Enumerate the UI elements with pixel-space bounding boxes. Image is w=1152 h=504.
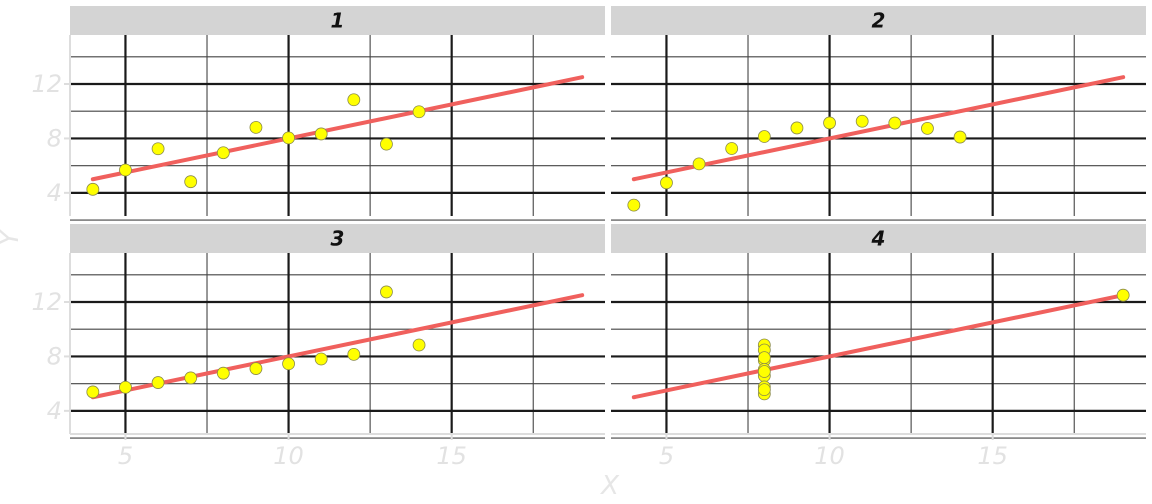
data-point — [184, 175, 198, 189]
panel-background — [611, 35, 1146, 216]
data-point — [216, 146, 230, 160]
panel-3: 3 4 8 12 5 10 15 — [31, 224, 605, 470]
panel-background — [70, 253, 605, 434]
regression-line — [631, 75, 1126, 182]
data-point — [216, 366, 230, 380]
x-tick-label: 10 — [273, 442, 304, 470]
data-point — [1116, 288, 1130, 302]
strip-label: 1 — [331, 9, 345, 33]
data-point — [249, 362, 263, 375]
data-point — [921, 121, 934, 135]
x-tick-label: 5 — [659, 442, 674, 470]
data-point — [757, 130, 771, 143]
data-point — [725, 142, 739, 155]
data-point — [380, 285, 393, 299]
data-point — [282, 357, 295, 371]
y-tick-label: 4 — [47, 397, 62, 425]
y-tick-label: 8 — [47, 342, 62, 370]
regression-line — [631, 293, 1126, 400]
data-point — [790, 121, 804, 135]
data-point — [380, 137, 393, 151]
panel-background — [611, 253, 1146, 434]
data-point — [757, 351, 771, 365]
data-point — [184, 371, 198, 385]
data-point — [314, 127, 328, 141]
data-point — [412, 105, 426, 119]
data-point — [151, 142, 165, 156]
data-point — [314, 352, 328, 366]
strip-background — [70, 6, 605, 35]
data-point — [627, 198, 641, 212]
y-tick-label: 8 — [47, 124, 62, 152]
data-point — [119, 380, 132, 394]
data-point — [692, 157, 706, 171]
data-point — [86, 182, 100, 196]
data-point — [412, 338, 426, 352]
x-tick-label: 5 — [118, 442, 133, 470]
data-point — [347, 93, 361, 107]
regression-line — [90, 293, 585, 400]
data-point — [347, 347, 361, 361]
data-point — [823, 116, 836, 130]
data-point — [282, 131, 295, 145]
data-point — [855, 114, 869, 128]
panel-1: 1 4 8 12 — [31, 6, 605, 221]
data-point — [757, 383, 771, 397]
data-point — [151, 376, 165, 389]
strip-background — [611, 6, 1146, 35]
strip-label: 3 — [331, 227, 345, 251]
panel-2: 2 — [611, 6, 1146, 221]
strip-label: 4 — [871, 227, 886, 251]
data-point — [86, 385, 100, 399]
strip-label: 2 — [872, 9, 886, 33]
regression-line — [90, 75, 585, 182]
data-point — [119, 163, 132, 177]
panel-background — [70, 35, 605, 216]
x-tick-label: 10 — [814, 442, 845, 470]
y-tick-label: 12 — [31, 288, 62, 316]
panel-4: 4 5 10 15 — [611, 224, 1146, 470]
data-point — [888, 116, 902, 130]
y-axis-title: Y — [0, 228, 25, 246]
strip-background — [611, 224, 1146, 253]
data-point — [249, 121, 263, 134]
y-tick-label: 4 — [47, 179, 62, 207]
x-axis-title: X — [599, 471, 620, 501]
data-point — [953, 130, 967, 144]
x-tick-label: 15 — [977, 442, 1008, 470]
strip-background — [70, 224, 605, 253]
data-point — [757, 365, 771, 378]
y-tick-label: 12 — [31, 70, 62, 98]
x-tick-label: 15 — [436, 442, 467, 470]
data-point — [660, 176, 673, 190]
